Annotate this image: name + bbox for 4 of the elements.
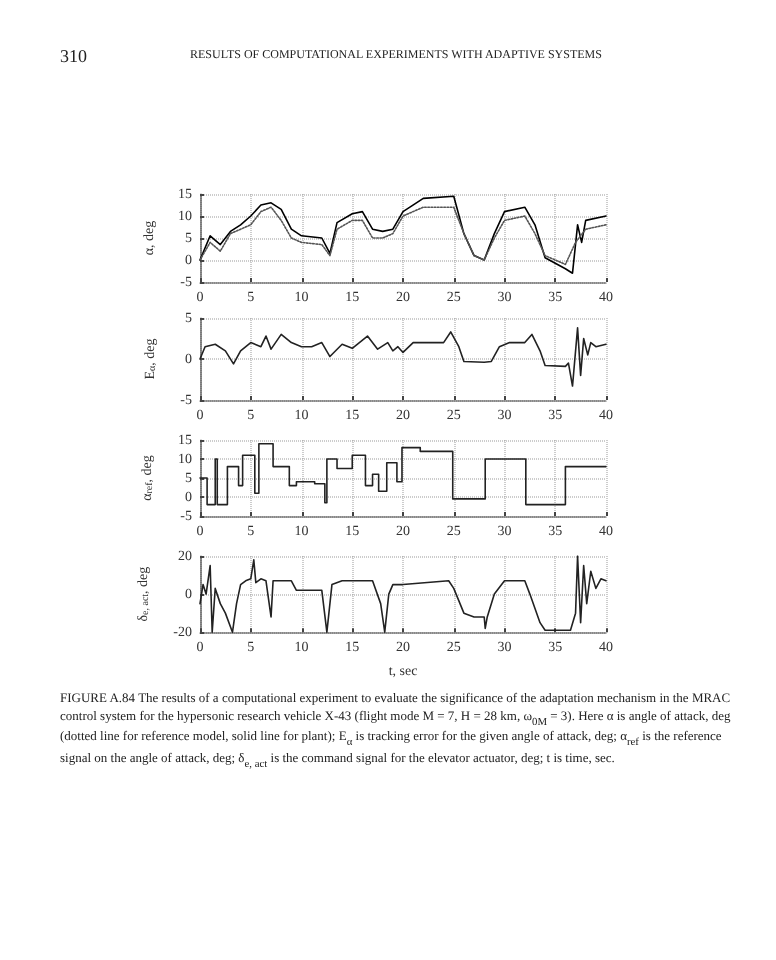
line-series xyxy=(199,327,607,387)
text: 310 xyxy=(60,46,87,66)
line-series xyxy=(199,206,607,266)
line-series xyxy=(199,555,607,633)
